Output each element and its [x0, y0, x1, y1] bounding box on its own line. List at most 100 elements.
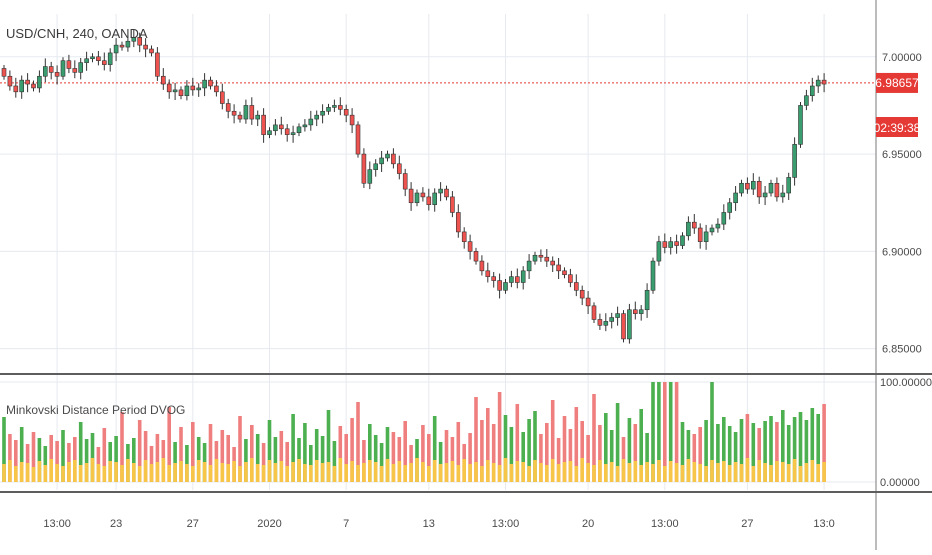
- indicator-bar[interactable]: [580, 421, 584, 482]
- candle[interactable]: [267, 127, 272, 139]
- candle[interactable]: [355, 121, 361, 158]
- candle[interactable]: [119, 41, 125, 51]
- indicator-bar[interactable]: [816, 414, 820, 482]
- candle[interactable]: [208, 76, 213, 90]
- candle[interactable]: [54, 65, 60, 85]
- indicator-bar[interactable]: [456, 422, 461, 482]
- candle[interactable]: [143, 38, 148, 58]
- indicator-bar[interactable]: [167, 407, 171, 482]
- indicator-bar[interactable]: [609, 430, 614, 482]
- indicator-bar[interactable]: [651, 382, 655, 482]
- candle[interactable]: [585, 291, 591, 315]
- candle[interactable]: [745, 177, 750, 194]
- indicator-bar[interactable]: [155, 434, 160, 482]
- indicator-bar[interactable]: [267, 420, 272, 482]
- indicator-bar[interactable]: [238, 416, 242, 482]
- indicator-bar[interactable]: [314, 429, 319, 482]
- indicator-bar[interactable]: [73, 437, 77, 482]
- indicator-bar[interactable]: [698, 427, 702, 482]
- candle[interactable]: [520, 266, 526, 290]
- candle[interactable]: [491, 271, 497, 288]
- indicator-bar[interactable]: [421, 425, 425, 482]
- candle[interactable]: [214, 80, 219, 97]
- indicator-bar[interactable]: [739, 419, 744, 482]
- candle[interactable]: [750, 173, 756, 195]
- candle[interactable]: [326, 103, 331, 115]
- indicator-bar[interactable]: [527, 419, 531, 482]
- candle[interactable]: [31, 80, 36, 92]
- indicator-bar[interactable]: [480, 420, 484, 482]
- candle[interactable]: [455, 204, 461, 238]
- indicator-bar-series[interactable]: [2, 382, 826, 482]
- indicator-bar[interactable]: [716, 424, 720, 482]
- indicator-bar[interactable]: [244, 439, 248, 482]
- candle[interactable]: [7, 70, 13, 91]
- candle[interactable]: [314, 110, 320, 127]
- indicator-bar[interactable]: [291, 414, 295, 482]
- indicator-bar[interactable]: [14, 440, 18, 482]
- indicator-bar[interactable]: [615, 403, 620, 482]
- candle[interactable]: [1, 64, 7, 80]
- candle[interactable]: [821, 73, 827, 93]
- indicator-bar[interactable]: [468, 433, 472, 482]
- indicator-bar[interactable]: [822, 404, 826, 482]
- candle[interactable]: [320, 104, 325, 124]
- indicator-bar[interactable]: [550, 400, 555, 482]
- candle[interactable]: [680, 232, 685, 250]
- indicator-bar[interactable]: [362, 440, 366, 482]
- indicator-bar[interactable]: [78, 422, 83, 482]
- indicator-bar[interactable]: [8, 434, 12, 482]
- indicator-bar[interactable]: [285, 442, 289, 482]
- candle[interactable]: [473, 247, 479, 265]
- indicator-bar[interactable]: [645, 433, 649, 482]
- candle[interactable]: [149, 45, 154, 57]
- candle[interactable]: [261, 108, 266, 143]
- candle[interactable]: [739, 179, 744, 197]
- candle[interactable]: [780, 184, 786, 203]
- indicator-bar[interactable]: [556, 438, 561, 482]
- candle[interactable]: [792, 137, 797, 186]
- indicator-bar[interactable]: [533, 411, 537, 482]
- indicator-bar[interactable]: [680, 422, 685, 482]
- indicator-bar[interactable]: [745, 414, 750, 482]
- indicator-bar[interactable]: [710, 382, 714, 482]
- candle[interactable]: [361, 148, 367, 188]
- candle[interactable]: [302, 119, 308, 132]
- candle[interactable]: [467, 234, 473, 260]
- candle[interactable]: [762, 185, 768, 206]
- indicator-bar[interactable]: [55, 441, 59, 482]
- indicator-bar[interactable]: [350, 418, 354, 482]
- candle[interactable]: [538, 249, 544, 262]
- indicator-bar[interactable]: [373, 435, 378, 482]
- indicator-bar[interactable]: [598, 425, 602, 482]
- indicator-bar[interactable]: [633, 424, 638, 482]
- candle[interactable]: [733, 185, 738, 211]
- candle[interactable]: [72, 60, 78, 79]
- indicator-bar[interactable]: [255, 434, 260, 482]
- candle[interactable]: [13, 77, 19, 98]
- indicator-bar[interactable]: [31, 432, 36, 482]
- indicator-bar[interactable]: [61, 430, 65, 482]
- indicator-bar[interactable]: [663, 382, 667, 482]
- candle[interactable]: [385, 150, 390, 162]
- indicator-bar[interactable]: [733, 432, 738, 482]
- candle[interactable]: [532, 251, 538, 265]
- candle[interactable]: [786, 172, 792, 201]
- indicator-bar[interactable]: [562, 416, 567, 482]
- candle[interactable]: [479, 255, 485, 276]
- indicator-bar[interactable]: [309, 445, 313, 482]
- indicator-bar[interactable]: [509, 427, 514, 482]
- candle[interactable]: [131, 29, 137, 48]
- candle[interactable]: [220, 83, 225, 110]
- candle[interactable]: [273, 119, 278, 136]
- indicator-bar[interactable]: [403, 421, 407, 482]
- candle[interactable]: [402, 168, 408, 197]
- indicator-bar[interactable]: [757, 428, 761, 482]
- indicator-bar[interactable]: [686, 430, 691, 482]
- candle[interactable]: [709, 224, 715, 236]
- indicator-bar[interactable]: [438, 442, 443, 482]
- indicator-bar[interactable]: [432, 416, 437, 482]
- candle[interactable]: [66, 54, 72, 74]
